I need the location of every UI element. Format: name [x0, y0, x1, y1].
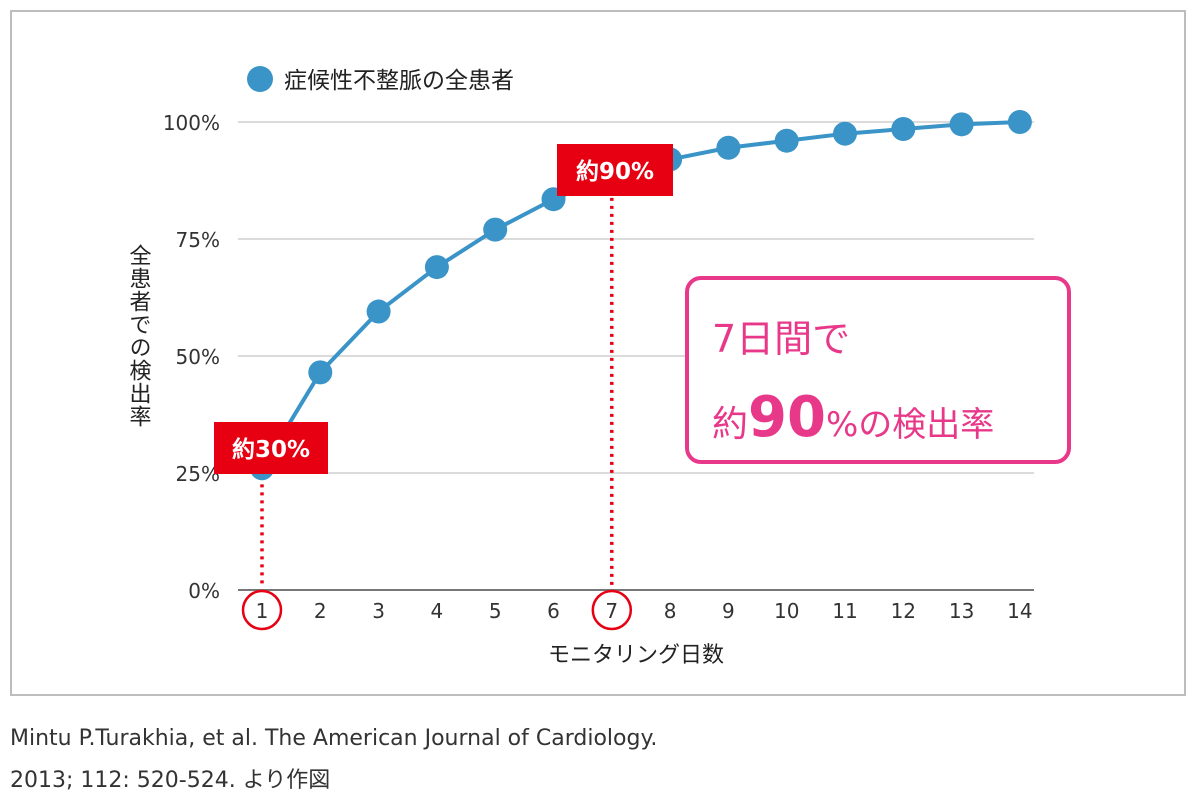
- y-axis-label: 全患者での検出率: [126, 244, 152, 428]
- chart-svg: 0%25%50%75%100%1 2 3 4 5 6 7 8 9 10 11 12 13 14モニタリング…: [126, 66, 1071, 668]
- annotation-box: [557, 144, 673, 196]
- annotation-box: [214, 422, 328, 474]
- data-point: [308, 360, 333, 385]
- x-tick-label: 2: [314, 599, 327, 623]
- x-tick-label: 11: [832, 599, 857, 623]
- callout-prefix: 約: [712, 404, 748, 445]
- data-point: [891, 117, 916, 142]
- y-tick-label: 50%: [176, 345, 220, 369]
- callout-box: [685, 276, 1071, 464]
- x-tick-label: 13: [949, 599, 974, 623]
- annotations: 約30% 約90%: [214, 144, 673, 474]
- data-point: [716, 135, 741, 160]
- highlight-day-circle: [241, 589, 283, 631]
- y-tick-label: 25%: [176, 462, 220, 486]
- annotation-label: 約90%: [576, 158, 654, 185]
- citation-line-1: Mintu P.Turakhia, et al. The American Jo…: [10, 726, 658, 751]
- data-point: [424, 255, 449, 280]
- callout-big-number: 90: [748, 385, 826, 450]
- callout-suffix: %の検出率: [826, 405, 994, 445]
- data-point: [949, 112, 974, 137]
- data-point: [1007, 110, 1032, 134]
- axes: 0%25%50%75%100%1 2 3 4 5 6 7 8 9 10 11 12 13 14モニタリング…: [126, 111, 1034, 668]
- data-point: [774, 128, 799, 153]
- x-tick-label: 9: [722, 599, 735, 623]
- x-tick-label: 6: [547, 599, 560, 623]
- y-tick-label: 75%: [176, 228, 220, 252]
- highlight-day-circle: [591, 589, 633, 631]
- x-tick-label: 8: [664, 599, 677, 623]
- legend: 症候性不整脈の全患者: [247, 66, 514, 94]
- x-tick-label: 7: [605, 599, 618, 623]
- callout-line-2: 約90%の検出率: [712, 385, 994, 450]
- y-tick-label: 100%: [163, 111, 220, 135]
- data-point: [833, 121, 857, 146]
- legend-marker: [247, 66, 273, 92]
- x-tick-label: 14: [1007, 599, 1032, 623]
- legend-label: 症候性不整脈の全患者: [284, 68, 514, 94]
- citation-line-2: 2013; 112: 520-524. より作図: [10, 768, 331, 793]
- data-point: [483, 217, 508, 242]
- chart-frame: 0% 25% 50% 75% 100% 1 2 3 4 5 6 7 8 9 10 11 12 13 14 モニタリング…: [10, 10, 1186, 696]
- x-tick-label: 12: [891, 599, 916, 623]
- x-tick-label: 10: [774, 599, 799, 623]
- annotation-label: 約30%: [232, 436, 310, 463]
- callout-line-1: 7日間で: [712, 317, 850, 361]
- y-tick-label: 0%: [188, 579, 220, 603]
- guide-lines: [260, 181, 614, 588]
- x-axis-label: モニタリング日数: [548, 643, 724, 668]
- data-point: [366, 299, 391, 324]
- x-tick-label: 4: [431, 599, 444, 623]
- x-tick-label: 5: [489, 599, 502, 623]
- x-tick-label: 1: [256, 599, 269, 623]
- x-tick-label: 3: [372, 599, 385, 623]
